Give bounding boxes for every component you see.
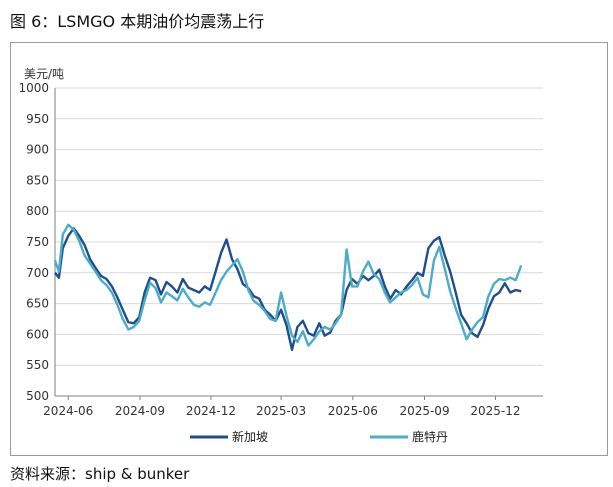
chart-frame (10, 42, 608, 456)
y-tick-label: 550 (26, 358, 49, 372)
x-tick-label: 2025-03 (256, 404, 306, 418)
x-tick-label: 2024-12 (186, 404, 236, 418)
y-tick-label: 650 (26, 297, 49, 311)
y-tick-label: 900 (26, 143, 49, 157)
y-tick-label: 1000 (18, 81, 49, 95)
y-tick-label: 950 (26, 112, 49, 126)
x-tick-label: 2025-09 (399, 404, 449, 418)
y-axis-unit: 美元/吨 (24, 67, 64, 81)
y-tick-label: 750 (26, 235, 49, 249)
y-tick-label: 500 (26, 389, 49, 403)
y-tick-label: 700 (26, 266, 49, 280)
series-lines (53, 223, 523, 351)
x-tick-label: 2025-12 (470, 404, 520, 418)
legend-label: 鹿特丹 (412, 429, 448, 444)
y-tick-label: 850 (26, 173, 49, 187)
gridlines (54, 87, 543, 397)
source-note: 资料来源：ship & bunker (10, 465, 190, 483)
legend-label: 新加坡 (232, 429, 268, 444)
x-tick-label: 2024-09 (115, 404, 165, 418)
x-tick-label: 2024-06 (43, 404, 93, 418)
x-axis-ticks: 2024-06 2024-09 2024-12 2025-03 2025-06 2025-… (43, 396, 521, 418)
legend: 新加坡 鹿特丹 (190, 429, 448, 444)
y-tick-label: 600 (26, 327, 49, 341)
x-tick-label: 2025-06 (328, 404, 378, 418)
y-tick-label: 800 (26, 204, 49, 218)
figure-title: 图 6：LSMGO 本期油价均震荡上行 (10, 12, 265, 31)
y-axis-ticks: 500 550 600 650 700 750 800 850 900 950 1000 (18, 81, 49, 403)
series-line-singapore (54, 227, 522, 351)
